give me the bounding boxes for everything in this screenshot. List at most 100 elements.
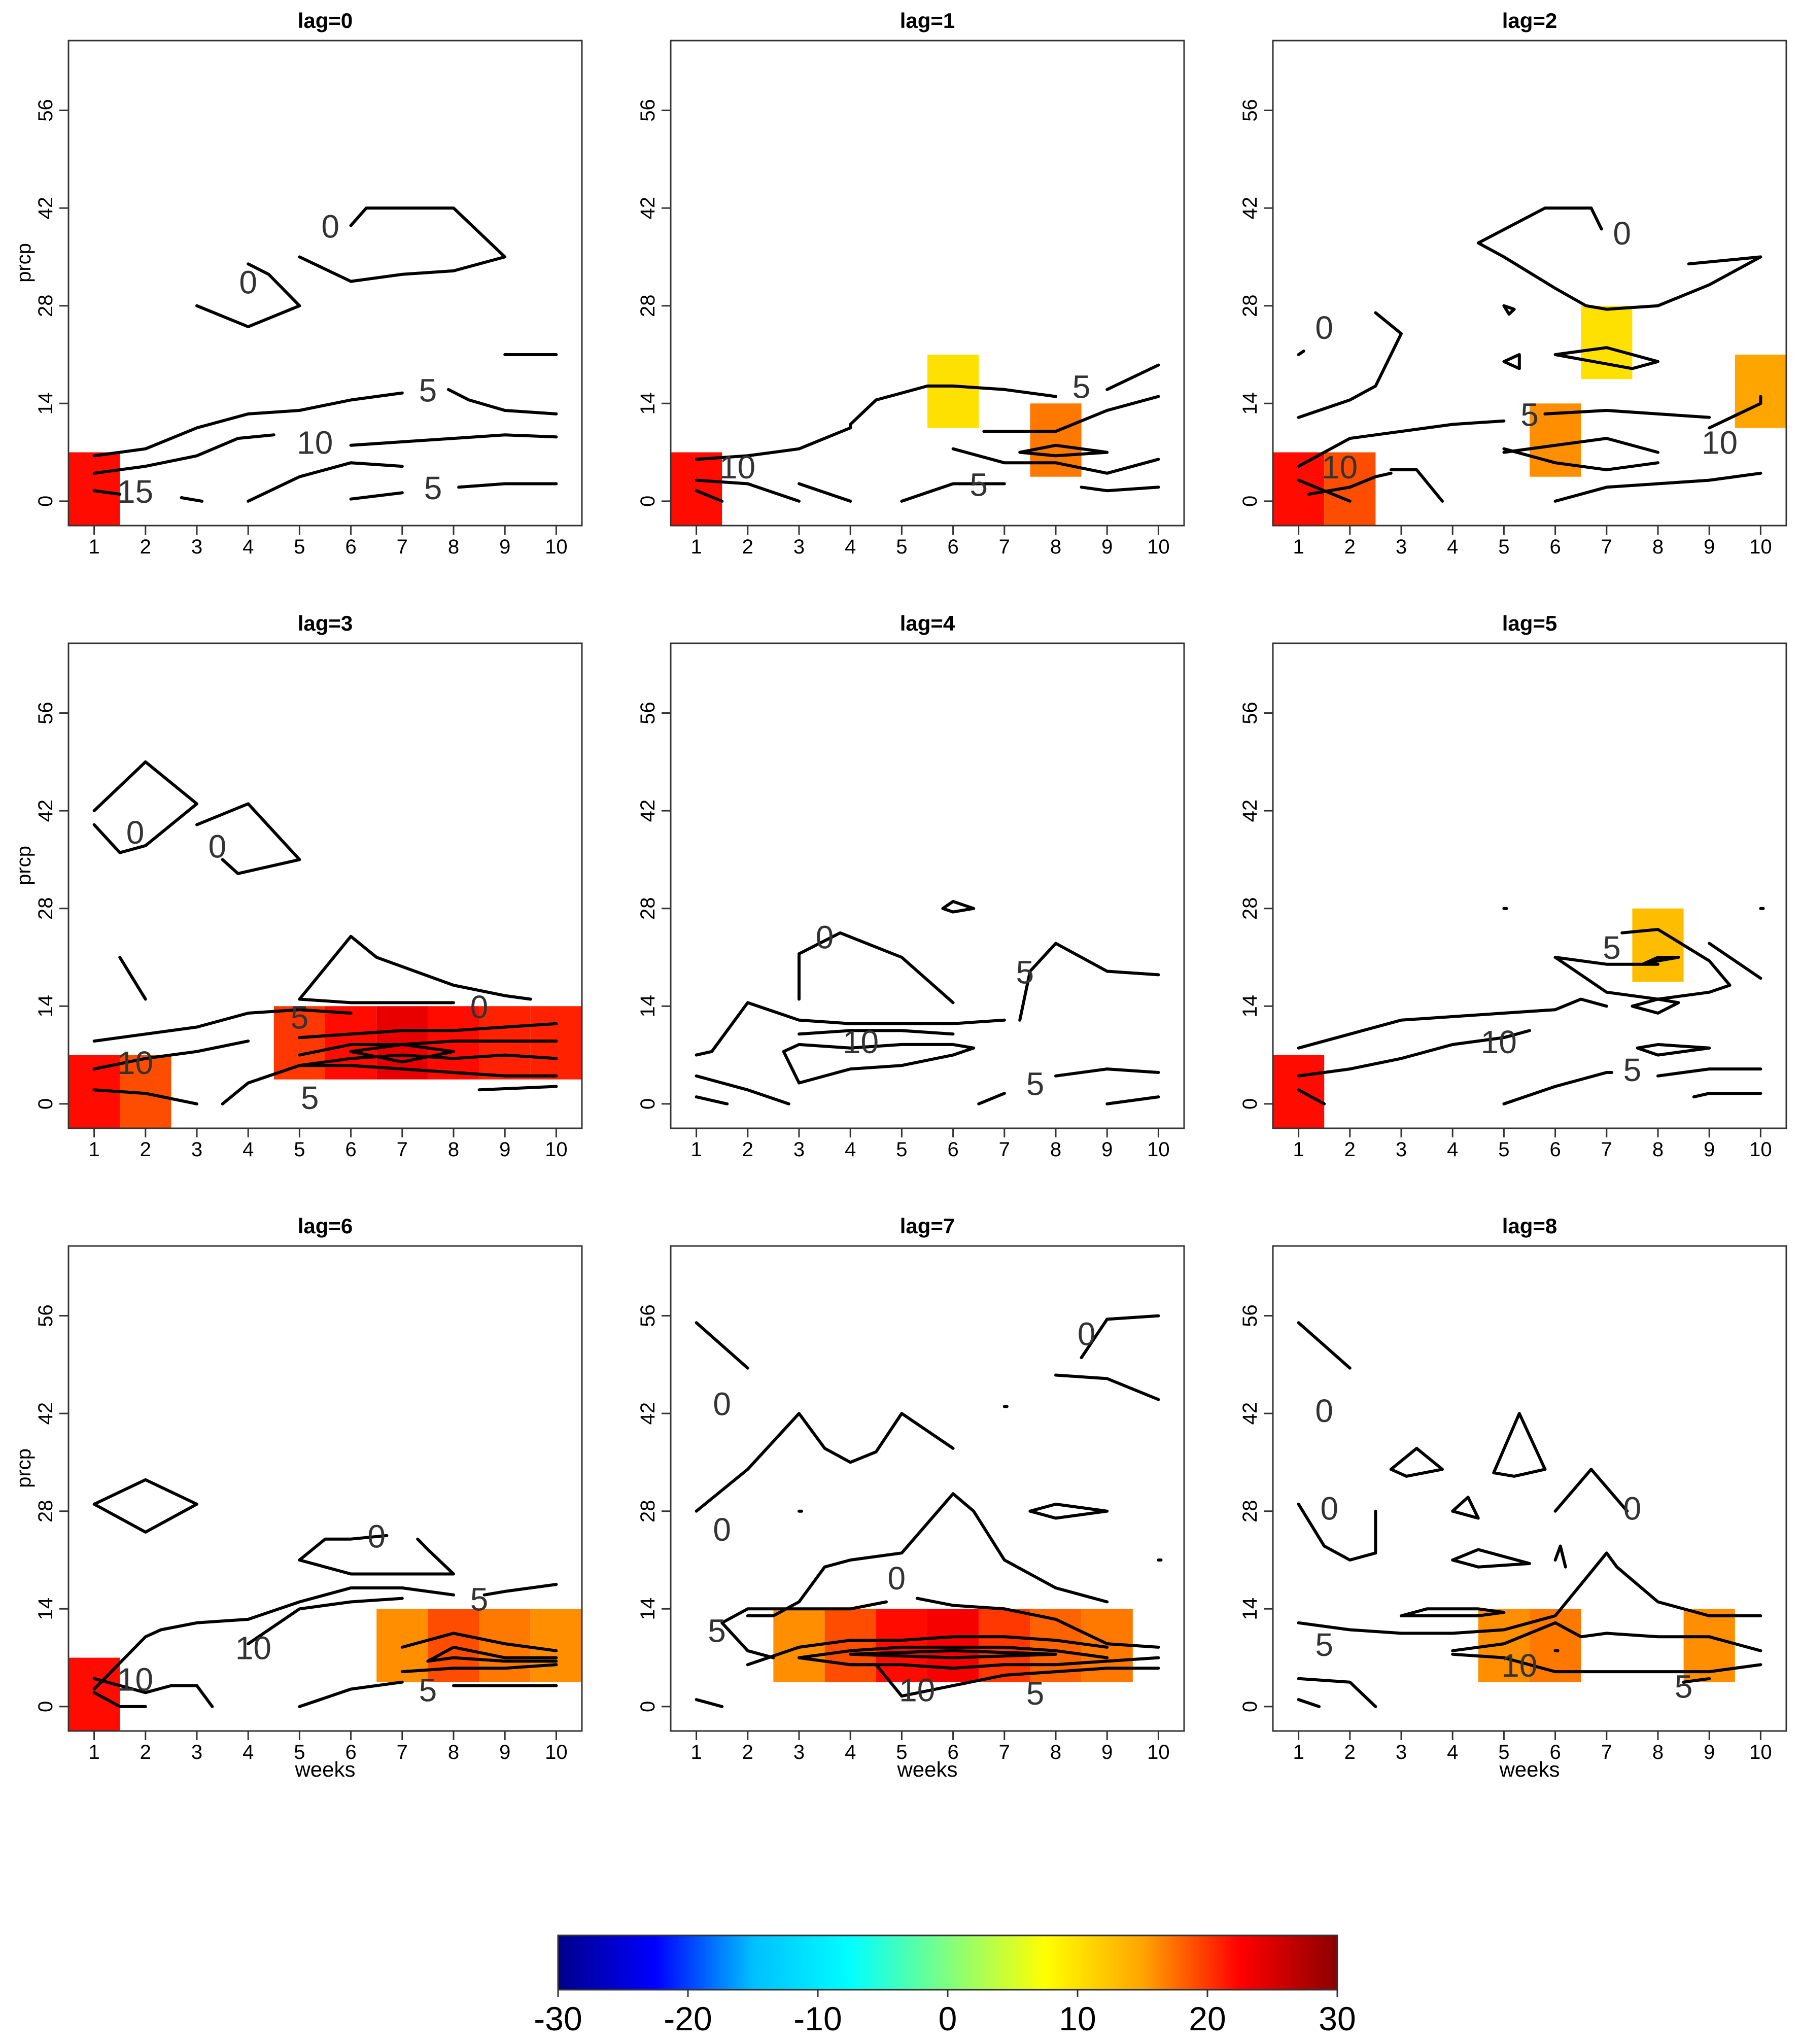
x-tick-label: 8 [448, 536, 459, 558]
x-tick-label: 8 [1050, 536, 1061, 558]
x-tick-label: 5 [294, 536, 305, 558]
y-tick-label: 42 [1239, 800, 1261, 822]
heat-cell [1273, 1055, 1325, 1128]
x-tick-label: 5 [1498, 1138, 1509, 1161]
y-tick-label: 42 [34, 800, 57, 822]
x-tick-label: 4 [1447, 1138, 1458, 1161]
x-tick-label: 6 [1549, 536, 1561, 558]
x-tick-label: 5 [1498, 1741, 1509, 1763]
contour-line [247, 1597, 404, 1646]
contour-label: 5 [424, 470, 442, 506]
x-tick-label: 9 [1101, 536, 1113, 558]
x-tick-label: 9 [1704, 536, 1715, 558]
contour-label: 0 [321, 208, 339, 245]
contour-label: 0 [1078, 1316, 1096, 1353]
panel-title: lag=5 [1502, 611, 1557, 635]
x-tick-label: 4 [845, 1138, 856, 1161]
contour-line [1708, 942, 1762, 980]
contour-line [1553, 1468, 1629, 1513]
x-tick-label: 10 [1147, 1741, 1170, 1763]
x-tick-label: 2 [742, 1138, 753, 1161]
y-tick-label: 0 [1239, 496, 1261, 507]
x-tick-label: 9 [1101, 1741, 1113, 1763]
contour-label: 10 [843, 1024, 879, 1060]
contour-line [1451, 1621, 1762, 1652]
colorbar: -30 -20 -10 0 10 20 30 [534, 1934, 1356, 2037]
contour-line [1502, 353, 1521, 370]
panel-title: lag=7 [900, 1214, 955, 1238]
x-tick-label: 7 [999, 1741, 1010, 1763]
contour-line [1553, 346, 1659, 370]
y-tick-label: 42 [34, 1402, 57, 1425]
x-tick-label: 1 [690, 1138, 702, 1161]
contour-line [746, 1635, 1109, 1667]
contour-line [1080, 486, 1160, 493]
x-tick-label: 2 [1344, 536, 1356, 558]
contour-line [1297, 419, 1506, 468]
y-tick-label: 28 [1239, 897, 1261, 920]
contour-line [798, 931, 955, 1004]
heat-cell [325, 1006, 377, 1080]
contour-label: 5 [1016, 954, 1034, 990]
y-tick-label: 56 [34, 702, 57, 724]
plot-frame [670, 40, 1185, 527]
x-tick-label: 4 [243, 536, 254, 558]
x-tick-label: 7 [397, 1741, 408, 1763]
contour-line [92, 489, 122, 496]
x-tick-label: 9 [1101, 1138, 1113, 1161]
contour-line [298, 1534, 389, 1562]
contour-label: 5 [1675, 1668, 1693, 1705]
contour-line [457, 482, 558, 489]
x-tick-label: 7 [1601, 1138, 1612, 1161]
y-tick-label: 28 [34, 1500, 57, 1522]
contour-line [849, 1649, 1057, 1659]
y-tick-label: 14 [34, 392, 57, 415]
x-axis-label: weeks [1499, 1757, 1560, 1781]
contour-line [915, 1597, 1160, 1649]
contour-line [1054, 1373, 1160, 1401]
contour-label: 0 [239, 264, 257, 300]
x-tick-label: 9 [499, 536, 510, 558]
heat-cell [1632, 908, 1684, 982]
y-axis-label: prcp [13, 1448, 35, 1488]
contour-line [1080, 1314, 1160, 1360]
heat-cell [671, 452, 722, 526]
panel-title: lag=3 [298, 611, 353, 635]
plot-frame [1272, 1245, 1787, 1732]
contour-line [1543, 409, 1711, 419]
contour-line [477, 1085, 558, 1092]
y-tick-label: 14 [637, 995, 659, 1018]
contour-line [1656, 1067, 1762, 1078]
x-tick-label: 9 [1704, 1741, 1715, 1763]
colorbar-tick-label: 20 [1189, 2000, 1226, 2037]
y-tick-label: 14 [1239, 1598, 1261, 1620]
x-tick-label: 5 [896, 536, 907, 558]
y-tick-label: 28 [1239, 1500, 1261, 1522]
contour-line [298, 206, 507, 283]
contour-label: 15 [117, 473, 153, 510]
contour-line [92, 1677, 214, 1708]
contour-line [695, 1321, 749, 1370]
x-tick-label: 6 [1549, 1138, 1561, 1161]
heat-cell [1273, 452, 1325, 526]
colorbar-tick-label: 30 [1319, 2000, 1356, 2037]
x-tick-label: 3 [793, 1138, 805, 1161]
x-tick-label: 9 [1704, 1138, 1715, 1161]
contour-line [298, 997, 455, 1004]
contour-label: 5 [708, 1612, 726, 1649]
contour-line [941, 899, 976, 914]
panel-title: lag=6 [298, 1214, 353, 1238]
panel-title: lag=8 [1502, 1214, 1557, 1238]
contour-line [1105, 363, 1160, 391]
contour-label: 0 [1321, 1491, 1339, 1527]
contour-line [798, 1645, 1109, 1659]
x-tick-label: 10 [545, 536, 568, 558]
contour-line [349, 1043, 455, 1064]
contour-line [1476, 206, 1603, 259]
x-tick-label: 8 [1652, 536, 1664, 558]
contour-line [1636, 1043, 1711, 1057]
heat-cell [979, 1609, 1030, 1682]
colorbar-tick-label: -10 [793, 2000, 842, 2037]
contour-line [92, 1586, 455, 1691]
